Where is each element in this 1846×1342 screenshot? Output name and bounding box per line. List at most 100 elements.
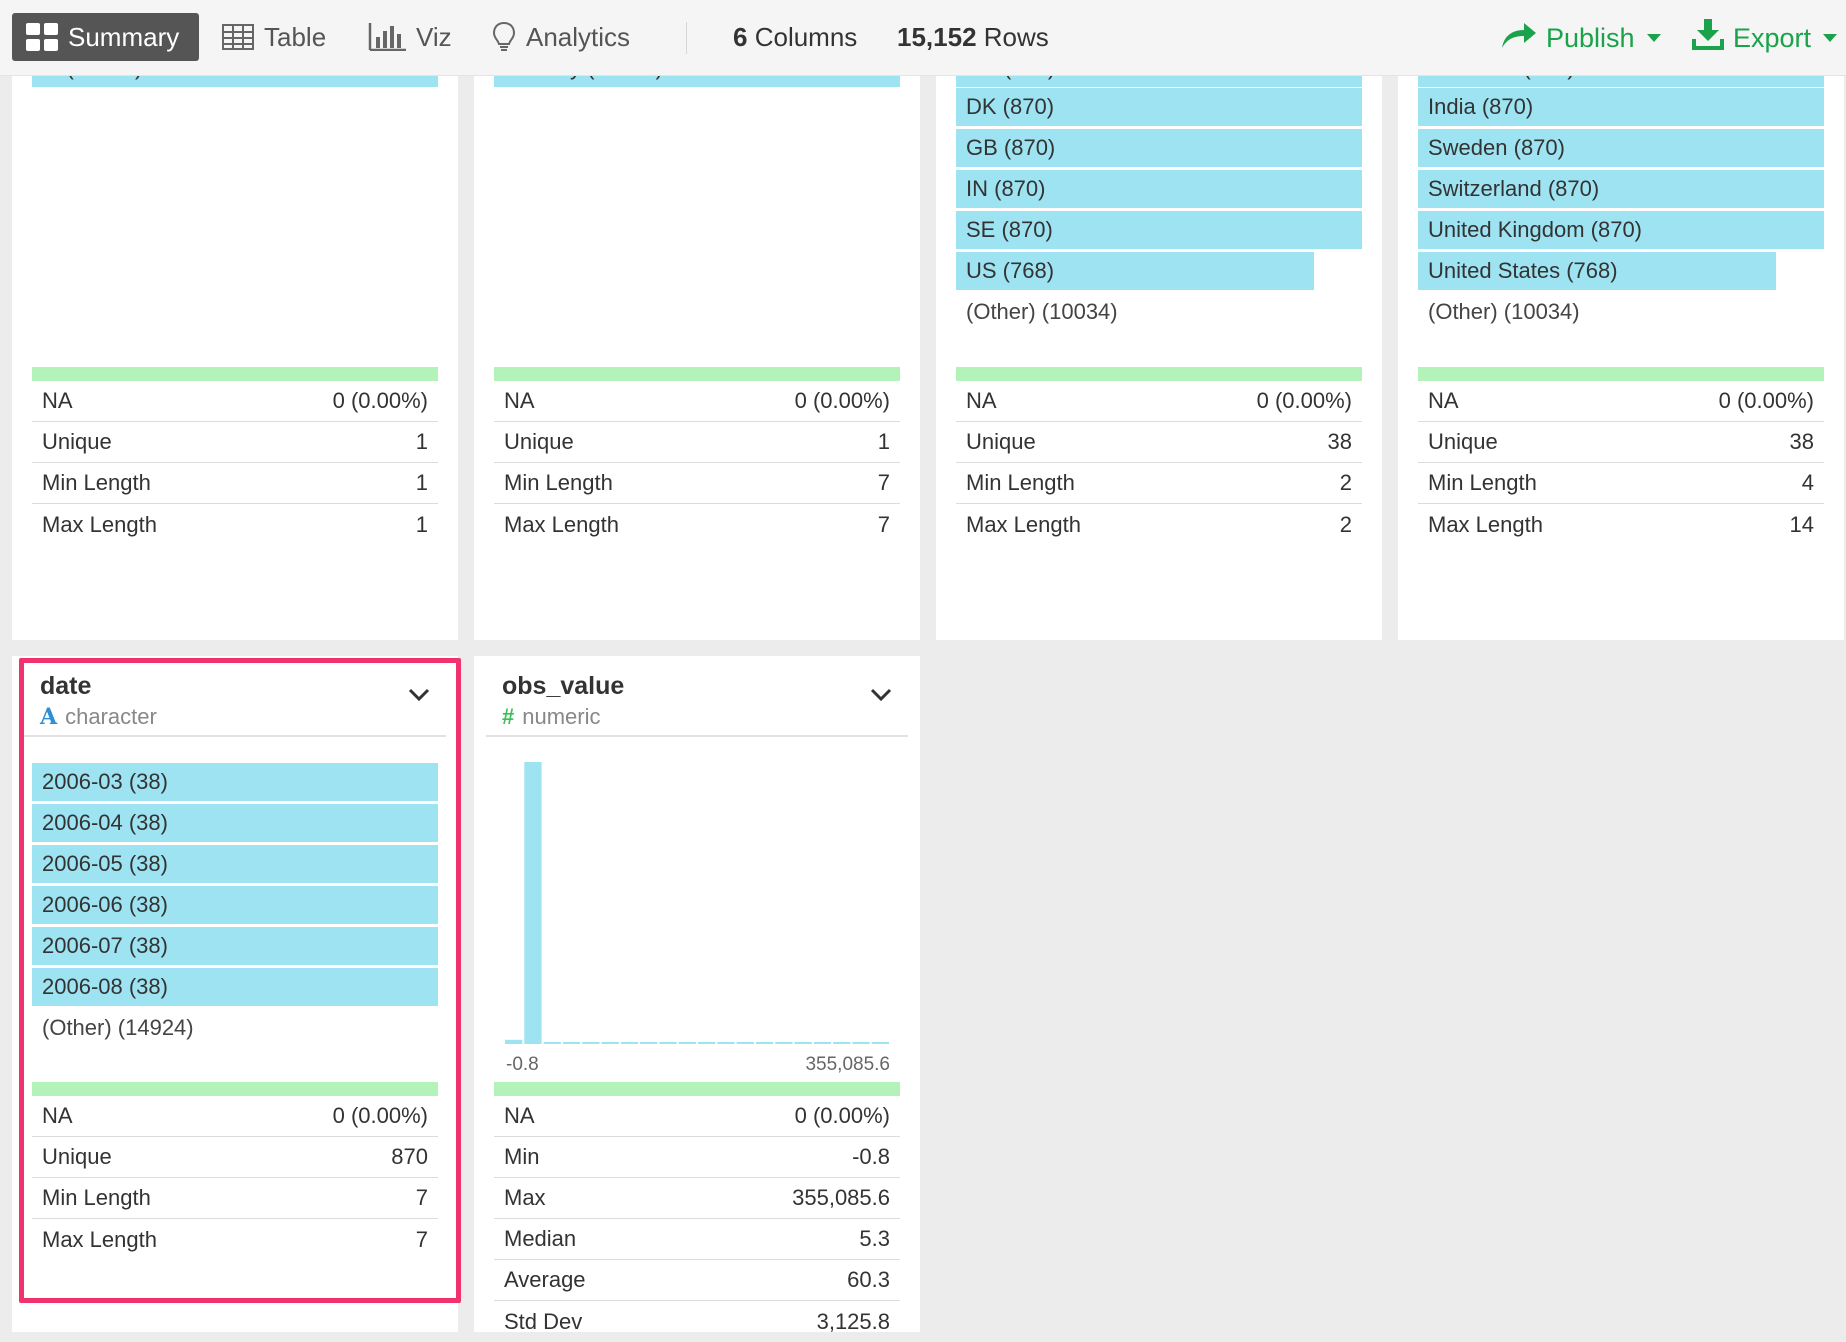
stat-value: 0 (0.00%): [332, 388, 428, 413]
stat-value: 7: [877, 511, 890, 537]
stat-value: 1: [877, 429, 890, 454]
histogram-bar[interactable]: [640, 1042, 658, 1044]
stats-table: NA 0 (0.00%) Unique 38 Min Length 2 Max Length…: [956, 381, 1362, 545]
stat-value: 355,085.6: [792, 1185, 890, 1210]
stat-label: Max Length: [966, 511, 1081, 537]
stat-label: Unique: [1428, 429, 1498, 454]
chevron-down-icon: [870, 688, 892, 706]
histogram-bar[interactable]: [833, 1042, 851, 1044]
stat-value: 2: [1339, 511, 1352, 537]
column-card: CH (870)DK (870)GB (870)IN (870)SE (870)…: [936, 76, 1382, 640]
card-header-divider: [24, 735, 446, 737]
card-header-divider: [486, 735, 908, 737]
stat-label: Median: [504, 1226, 577, 1251]
stat-row: NA 0 (0.00%): [956, 381, 1362, 422]
stat-row: Median 5.3: [494, 1219, 900, 1260]
stat-label: Max Length: [42, 1226, 157, 1252]
histogram-bar[interactable]: [505, 1039, 523, 1044]
column-card-date: date A character 2006-03 (38) 2006-04 (38…: [12, 656, 458, 1332]
column-menu-button[interactable]: [870, 688, 892, 707]
stat-value: -0.8: [852, 1144, 890, 1169]
tab-analytics[interactable]: Analytics: [478, 13, 644, 61]
column-card-obs-value: obs_value # numeric -0.8 355,085.6 NA 0 (…: [474, 656, 920, 1334]
stat-value: 38: [1789, 429, 1814, 454]
histogram-max-label: 355,085.6: [805, 1054, 890, 1075]
histogram-chart[interactable]: [504, 760, 894, 1050]
histogram-bar[interactable]: [524, 762, 542, 1044]
histogram-bar[interactable]: [736, 1042, 754, 1044]
stat-row: Unique 870: [32, 1137, 438, 1178]
stat-label: NA: [1428, 388, 1459, 413]
na-ratio-bar: [32, 367, 438, 381]
column-name: obs_value: [502, 672, 625, 700]
stat-value: 5.3: [859, 1226, 890, 1251]
histogram-bar[interactable]: [620, 1042, 639, 1044]
stat-value: 1: [415, 429, 428, 454]
stat-value: 38: [1327, 429, 1352, 454]
numeric-type-icon: #: [502, 704, 515, 729]
na-ratio-bar: [956, 367, 1362, 381]
toolbar-divider: [686, 22, 687, 54]
stat-label: Max Length: [42, 511, 157, 537]
stat-value: 0 (0.00%): [1256, 388, 1352, 413]
stat-label: Max Length: [1428, 511, 1543, 537]
tab-viz[interactable]: Viz: [354, 13, 466, 61]
histogram-bar[interactable]: [852, 1042, 870, 1044]
histogram-bar[interactable]: [582, 1042, 600, 1044]
character-type-icon: A: [40, 704, 58, 730]
stat-label: Min Length: [504, 470, 613, 495]
na-ratio-bar: [32, 1082, 438, 1096]
value-bar: US (768): [956, 252, 1314, 290]
value-bar: 2006-03 (38): [32, 763, 438, 801]
stat-value: 7: [415, 1185, 428, 1210]
stat-label: NA: [966, 388, 997, 413]
stat-value: 0 (0.00%): [332, 1103, 428, 1128]
histogram-bar[interactable]: [698, 1042, 716, 1044]
stat-value: 0 (0.00%): [794, 388, 890, 413]
stat-value: 0 (0.00%): [1718, 388, 1814, 413]
tab-table[interactable]: Table: [208, 13, 340, 61]
column-type: A character: [40, 704, 157, 730]
stat-label: Min Length: [42, 470, 151, 495]
histogram-bar[interactable]: [717, 1042, 735, 1044]
histogram-bar[interactable]: [659, 1042, 677, 1044]
value-bar: M (15152): [32, 76, 438, 87]
histogram-bar[interactable]: [755, 1042, 774, 1044]
stat-value: 1: [415, 470, 428, 495]
stat-label: NA: [504, 1103, 535, 1128]
histogram-bar[interactable]: [678, 1042, 696, 1044]
stats-table: NA 0 (0.00%) Unique 38 Min Length 4 Max Length…: [1418, 381, 1824, 545]
value-bar: GB (870): [956, 129, 1362, 167]
value-bar: United States (768): [1418, 252, 1776, 290]
tab-summary[interactable]: Summary: [12, 13, 199, 61]
lightbulb-icon: [492, 21, 516, 53]
histogram-bar[interactable]: [794, 1042, 812, 1044]
stat-label: Unique: [504, 429, 574, 454]
stat-label: Average: [504, 1267, 586, 1292]
value-bar: India (870): [1418, 88, 1824, 126]
histogram-bar[interactable]: [813, 1042, 832, 1044]
column-menu-button[interactable]: [408, 688, 430, 707]
histogram-bar[interactable]: [543, 1042, 561, 1044]
value-bar: 2006-04 (38): [32, 804, 438, 842]
bar-chart-icon: [368, 23, 406, 51]
export-button[interactable]: Export: [1691, 18, 1838, 58]
histogram-bar[interactable]: [775, 1042, 793, 1044]
histogram-bar[interactable]: [601, 1042, 619, 1044]
selection-highlight: [19, 658, 461, 1303]
stat-row: NA 0 (0.00%): [494, 1096, 900, 1137]
stat-value: 870: [391, 1144, 428, 1169]
tab-label: Viz: [416, 21, 452, 52]
histogram-bar[interactable]: [562, 1042, 581, 1044]
stat-row: Max Length 7: [32, 1219, 438, 1260]
stat-label: Min Length: [1428, 470, 1537, 495]
publish-button[interactable]: Publish: [1500, 18, 1661, 58]
stat-row: NA 0 (0.00%): [32, 1096, 438, 1137]
histogram-bar[interactable]: [871, 1042, 889, 1044]
value-bar: DK (870): [956, 88, 1362, 126]
na-ratio-bar: [1418, 367, 1824, 381]
stat-value: 3,125.8: [816, 1308, 890, 1334]
stat-row: Unique 1: [32, 422, 438, 463]
stat-value: 1: [415, 511, 428, 537]
